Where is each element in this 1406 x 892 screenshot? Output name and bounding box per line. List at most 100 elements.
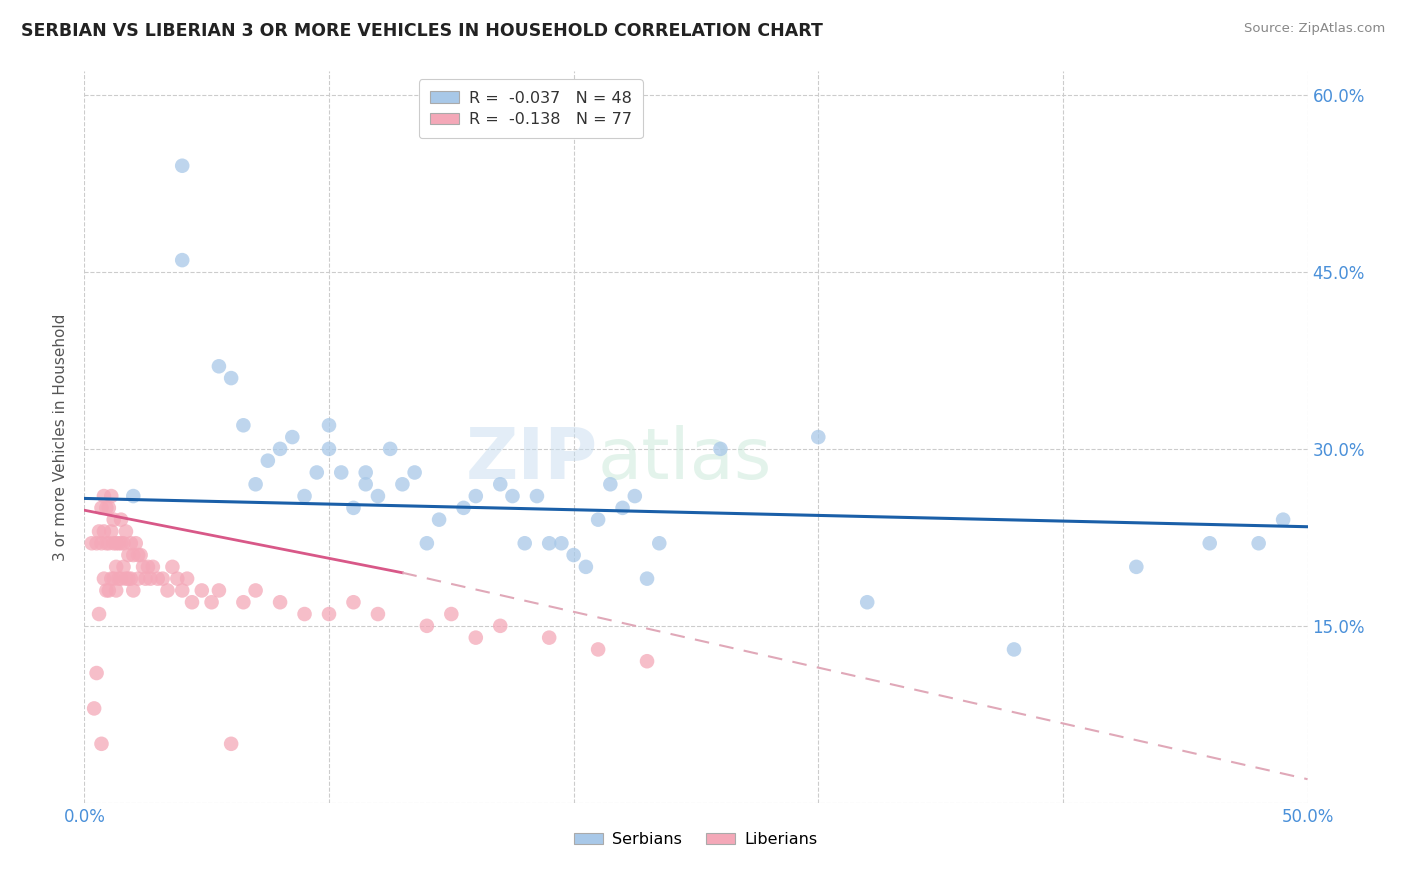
Point: [612, 500, 634, 515]
Point: [90, 737, 112, 751]
Point: [139, 572, 162, 586]
Point: [120, 572, 142, 586]
Point: [129, 548, 152, 562]
Point: [122, 489, 145, 503]
Point: [367, 489, 389, 503]
Point: [96, 536, 118, 550]
Point: [93, 489, 115, 503]
Point: [232, 595, 254, 609]
Point: [125, 536, 148, 550]
Point: [105, 583, 128, 598]
Point: [112, 536, 135, 550]
Point: [115, 524, 138, 539]
Point: [367, 607, 389, 621]
Point: [636, 572, 658, 586]
Point: [103, 513, 125, 527]
Point: [440, 607, 463, 621]
Point: [200, 595, 222, 609]
Point: [90, 536, 112, 550]
Point: [162, 559, 184, 574]
Point: [245, 477, 267, 491]
Point: [269, 442, 291, 456]
Point: [132, 559, 155, 574]
Point: [550, 536, 572, 550]
Point: [107, 536, 129, 550]
Text: Source: ZipAtlas.com: Source: ZipAtlas.com: [1244, 22, 1385, 36]
Point: [208, 359, 231, 374]
Point: [257, 453, 280, 467]
Point: [464, 631, 486, 645]
Point: [219, 371, 242, 385]
Point: [502, 489, 524, 503]
Point: [856, 595, 879, 609]
Point: [105, 536, 128, 550]
Point: [464, 489, 486, 503]
Point: [191, 583, 214, 598]
Point: [1125, 559, 1147, 574]
Point: [127, 572, 149, 586]
Point: [156, 583, 179, 598]
Point: [97, 500, 120, 515]
Point: [807, 430, 830, 444]
Point: [80, 536, 103, 550]
Point: [176, 572, 198, 586]
Point: [709, 442, 731, 456]
Point: [232, 418, 254, 433]
Point: [100, 524, 122, 539]
Point: [294, 607, 316, 621]
Point: [172, 583, 194, 598]
Point: [103, 572, 125, 586]
Point: [122, 548, 145, 562]
Point: [342, 500, 364, 515]
Point: [305, 466, 328, 480]
Point: [318, 442, 340, 456]
Point: [404, 466, 426, 480]
Point: [142, 559, 165, 574]
Point: [648, 536, 671, 550]
Point: [636, 654, 658, 668]
Point: [1002, 642, 1025, 657]
Point: [120, 536, 142, 550]
Point: [122, 583, 145, 598]
Point: [110, 513, 132, 527]
Point: [87, 607, 110, 621]
Point: [380, 442, 402, 456]
Point: [513, 536, 536, 550]
Point: [110, 536, 132, 550]
Point: [112, 559, 135, 574]
Point: [97, 583, 120, 598]
Point: [87, 524, 110, 539]
Point: [83, 701, 105, 715]
Point: [294, 489, 316, 503]
Point: [489, 619, 512, 633]
Point: [281, 430, 304, 444]
Point: [90, 500, 112, 515]
Point: [526, 489, 548, 503]
Point: [117, 572, 139, 586]
Point: [354, 466, 377, 480]
Point: [269, 595, 291, 609]
Point: [1272, 513, 1295, 527]
Point: [208, 583, 231, 598]
Point: [107, 572, 129, 586]
Point: [1247, 536, 1270, 550]
Point: [146, 572, 169, 586]
Point: [97, 536, 120, 550]
Point: [586, 513, 609, 527]
Point: [538, 536, 561, 550]
Point: [136, 559, 159, 574]
Y-axis label: 3 or more Vehicles in Household: 3 or more Vehicles in Household: [53, 313, 69, 561]
Point: [86, 666, 108, 681]
Point: [96, 583, 118, 598]
Point: [599, 477, 621, 491]
Point: [245, 583, 267, 598]
Text: SERBIAN VS LIBERIAN 3 OR MORE VEHICLES IN HOUSEHOLD CORRELATION CHART: SERBIAN VS LIBERIAN 3 OR MORE VEHICLES I…: [21, 22, 823, 40]
Point: [100, 489, 122, 503]
Point: [427, 513, 450, 527]
Point: [117, 548, 139, 562]
Point: [103, 536, 125, 550]
Point: [93, 524, 115, 539]
Point: [416, 536, 439, 550]
Point: [538, 631, 561, 645]
Point: [166, 572, 188, 586]
